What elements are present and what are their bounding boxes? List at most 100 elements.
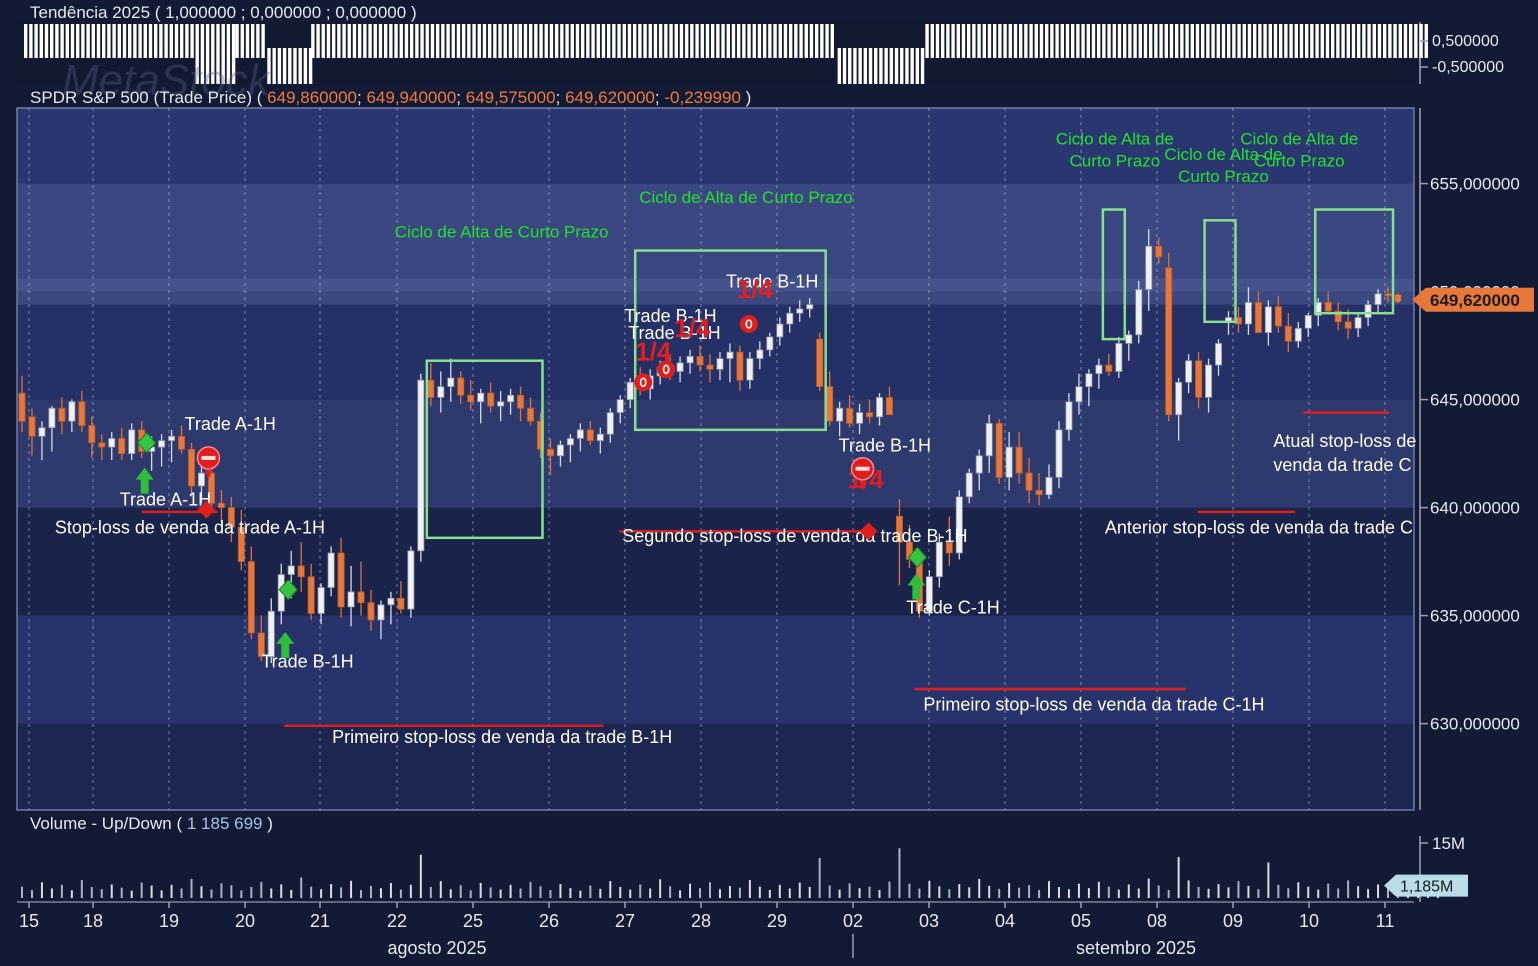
trend-bar: [138, 24, 142, 58]
trend-bar: [1289, 24, 1293, 58]
trend-bar: [1336, 24, 1340, 58]
annotation-label: Trade C-1H: [906, 597, 999, 617]
trend-bar: [487, 24, 492, 58]
trend-bar: [1164, 24, 1168, 58]
trend-bar: [195, 24, 199, 84]
candle-body: [546, 448, 554, 457]
trend-bar: [915, 48, 920, 84]
price-title: SPDR S&P 500 (Trade Price): [30, 88, 253, 107]
trend-bar: [250, 24, 255, 58]
candle-body: [367, 602, 375, 621]
trend-bar: [768, 24, 772, 58]
trend-bar: [122, 24, 127, 58]
trend-bar: [91, 24, 95, 58]
trend-bar: [1138, 24, 1142, 58]
trend-bar: [185, 24, 189, 58]
candle-body: [576, 429, 584, 439]
candle-body: [517, 394, 525, 409]
candle-body: [816, 338, 824, 388]
annotation-label: venda da trade C: [1273, 455, 1411, 475]
stop-pin-icon: [857, 476, 868, 491]
buy-arrow-icon: [135, 467, 154, 494]
candle-body: [1244, 301, 1252, 325]
candle-body: [307, 576, 315, 614]
price-axis-label: 640,000000: [1430, 499, 1520, 518]
cycle-box-label: Ciclo de Alta de Curto Prazo: [395, 223, 609, 242]
volume-bars: [21, 848, 1439, 898]
trend-bar: [231, 24, 236, 84]
trend-bar: [1107, 24, 1111, 58]
candle-body: [217, 502, 225, 508]
candle-body: [347, 591, 355, 608]
trend-bar: [1174, 24, 1179, 58]
trend-bar: [1070, 24, 1075, 58]
candle-body: [596, 433, 604, 442]
exit-dot-ring: [662, 364, 670, 375]
trend-bar: [669, 24, 673, 58]
trend-bar: [900, 48, 904, 84]
trend-bar: [303, 48, 308, 84]
trend-bar: [1284, 24, 1288, 58]
trend-bar: [992, 24, 997, 58]
price-band: [17, 723, 1414, 810]
trend-bar: [972, 24, 976, 58]
trend-bar: [96, 24, 101, 58]
candle-body: [706, 364, 714, 370]
trend-bar: [205, 24, 210, 84]
trend-bar: [894, 48, 899, 84]
trend-bar: [596, 24, 600, 58]
trend-bar: [482, 24, 487, 58]
annotation-label: Primeiro stop-loss de venda da trade B-1…: [332, 727, 672, 747]
trend-bar: [1315, 24, 1319, 58]
price-open: 649,860000: [267, 88, 357, 107]
cycle-box-label: Ciclo de Alta de Curto Prazo: [639, 188, 853, 207]
candle-body: [1135, 289, 1143, 336]
candle-body: [556, 444, 564, 457]
trend-bar: [216, 24, 220, 84]
trend-bar: [539, 24, 543, 58]
trend-bar: [848, 48, 852, 84]
trend-bar: [148, 24, 153, 58]
candle-body: [297, 565, 305, 578]
candle-body: [626, 381, 634, 401]
trend-bar: [102, 24, 106, 58]
annotation-label: Trade A-1H: [120, 489, 211, 509]
trend-bar: [159, 24, 163, 58]
trend-bar: [404, 24, 409, 58]
trend-bar: [1102, 24, 1106, 58]
candle-body: [437, 386, 445, 398]
trend-bar: [1403, 24, 1408, 58]
trend-bar: [575, 24, 580, 58]
candles: [18, 228, 1402, 664]
trend-bar: [1263, 24, 1267, 58]
trend-bar: [347, 24, 351, 58]
cycle-box: [1203, 219, 1237, 324]
watermark: MetaStock: [62, 56, 272, 105]
trend-bar: [1169, 24, 1174, 58]
trend-title: Tendência 2025: [30, 3, 151, 22]
x-axis-day-label: 18: [83, 911, 103, 931]
stop-diamond-icon: [859, 522, 878, 541]
trend-bar: [930, 24, 934, 58]
x-axis-day-label: 15: [19, 911, 39, 931]
candle-body: [1055, 429, 1063, 478]
trend-bar: [133, 24, 137, 58]
trend-bar: [107, 24, 111, 58]
trend-bar: [1013, 24, 1018, 58]
trend-bar: [643, 24, 647, 58]
candle-body: [447, 377, 455, 388]
trend-bar: [606, 24, 611, 58]
candle-body: [88, 425, 96, 444]
trend-bar: [117, 24, 121, 58]
candle-body: [1274, 306, 1282, 327]
trend-bar: [1122, 24, 1127, 58]
candle-body: [207, 472, 215, 504]
trend-bar: [337, 24, 341, 58]
price-axis-label: 645,000000: [1430, 391, 1520, 410]
x-axis-day-label: 22: [387, 911, 407, 931]
trend-bar: [1133, 24, 1137, 58]
trend-bar: [956, 24, 960, 58]
trend-bar: [1351, 24, 1356, 58]
trend-bar: [1252, 24, 1257, 58]
